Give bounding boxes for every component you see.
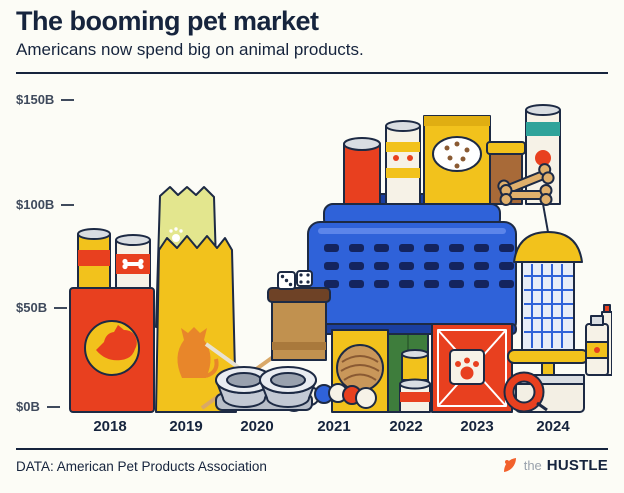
treat-canister-with-dice xyxy=(267,270,331,361)
brand-name: HUSTLE xyxy=(546,456,608,474)
hustle-logo-icon xyxy=(503,458,516,472)
x-axis-label-2021: 2021 xyxy=(317,418,351,435)
tick-mark xyxy=(61,203,75,206)
dog-food-can-striped xyxy=(385,120,421,205)
hustle-brand: the HUSTLE xyxy=(501,456,608,474)
retractable-leash xyxy=(503,371,548,413)
y-axis-label: $100B xyxy=(16,197,55,212)
blue-pet-carrier xyxy=(307,193,517,335)
dog-bones xyxy=(497,163,555,206)
kibble-box xyxy=(423,115,491,205)
y-axis-label: $150B xyxy=(16,92,55,107)
data-source: DATA: American Pet Products Association xyxy=(16,459,267,474)
x-axis-label-2023: 2023 xyxy=(460,418,494,435)
tick-mark xyxy=(54,306,68,309)
red-pet-crate-paw xyxy=(431,323,513,413)
tick-mark xyxy=(61,98,75,101)
x-axis-label-2022: 2022 xyxy=(389,418,423,435)
pet-products-illustration xyxy=(69,104,612,413)
page-subtitle: Americans now spend big on animal produc… xyxy=(16,40,364,59)
page-title: The booming pet market xyxy=(16,6,319,36)
tick-mark xyxy=(46,405,60,408)
y-axis-label: $0B xyxy=(16,399,40,414)
bird-feeder xyxy=(507,203,589,376)
dog-food-cans-2018 xyxy=(77,228,151,289)
red-dog-food-box xyxy=(69,287,155,413)
x-axis-label-2018: 2018 xyxy=(93,418,127,435)
x-axis-label-2024: 2024 xyxy=(536,418,570,435)
y-axis-tick-0: $0B xyxy=(16,399,60,414)
supplement-bottles xyxy=(585,304,612,376)
footer-divider xyxy=(16,448,608,450)
y-axis-tick-100: $100B xyxy=(16,197,75,212)
y-axis-label: $50B xyxy=(16,300,48,315)
x-axis-label-2019: 2019 xyxy=(169,418,203,435)
y-axis-tick-50: $50B xyxy=(16,300,68,315)
yellow-kibble-bag-cat xyxy=(155,235,237,413)
header-divider xyxy=(16,72,608,74)
brand-prefix: the xyxy=(523,457,542,473)
y-axis-tick-150: $150B xyxy=(16,92,75,107)
steel-food-bowls xyxy=(215,366,317,411)
dog-food-can-red xyxy=(343,137,381,205)
small-cans-2023 xyxy=(399,349,431,413)
x-axis-label-2020: 2020 xyxy=(240,418,274,435)
